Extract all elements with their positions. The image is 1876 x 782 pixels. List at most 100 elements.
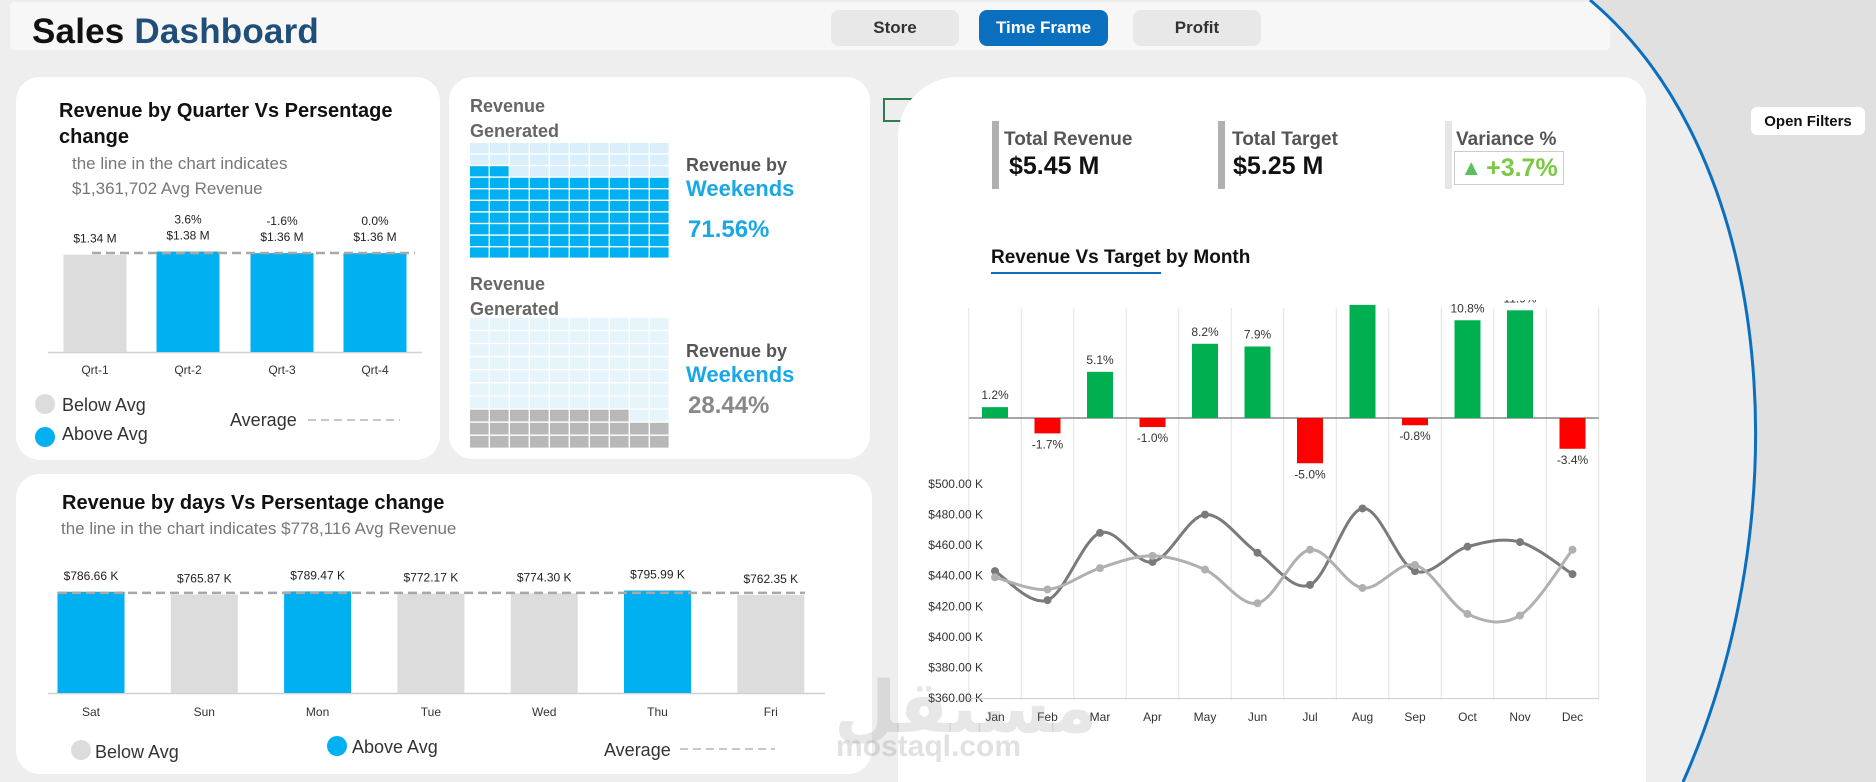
variance-bar: [1349, 304, 1376, 418]
waffle-cell: [630, 318, 649, 330]
x-tick-label: Sep: [1404, 710, 1426, 724]
waffle-cell: [650, 422, 669, 435]
x-tick-label: Aug: [1352, 710, 1373, 724]
series-point: [1306, 545, 1314, 554]
waffle-cell: [530, 212, 549, 223]
kpi-target-bar: [1218, 121, 1225, 189]
variance-bar: [1402, 418, 1428, 426]
waffle-cell: [610, 331, 629, 343]
waffle-cell: [530, 331, 549, 343]
waffle-cell: [470, 357, 489, 369]
tick-label: Qrt-4: [361, 363, 389, 377]
waffle-cell: [510, 235, 529, 246]
quarter-chart: $1.34 M Qrt-1 $1.38 M 3.6% Qrt-2 $1.36 M -1.6%…: [48, 213, 422, 377]
waffle-cell: [570, 154, 589, 165]
waffle-cell: [530, 143, 549, 154]
waffle-cell: [650, 318, 669, 330]
variance-bar: [1034, 418, 1061, 434]
waffle-cell: [610, 435, 629, 448]
waffle-cell: [590, 383, 609, 396]
waffle-cell: [530, 318, 549, 330]
waffle-cell: [610, 409, 629, 422]
waffle-cell: [510, 318, 529, 330]
waffle-cell: [550, 224, 569, 235]
legend-above-dot: [35, 427, 55, 447]
variance-label: -1.0%: [1137, 431, 1169, 445]
waffle-cell: [530, 409, 549, 422]
waffle-cell: [630, 409, 649, 422]
waffle-cell: [650, 435, 669, 448]
series-point: [1516, 538, 1524, 547]
waffle-cell: [570, 212, 589, 223]
pct-label: 3.6%: [174, 213, 202, 227]
waffle-cell: [550, 166, 569, 177]
tick-label: Fri: [764, 705, 778, 719]
variance-bar: [1192, 343, 1218, 418]
waffle-cell: [550, 143, 569, 154]
waffle-cell: [570, 396, 589, 409]
variance-bar: [1297, 418, 1323, 464]
waffle-cell: [630, 357, 649, 369]
waffle-cell: [550, 201, 569, 212]
waffle-cell: [490, 212, 509, 223]
tick-label: Thu: [647, 705, 668, 719]
weekend-pct: 71.56%: [688, 216, 770, 243]
tab-profit[interactable]: Profit: [1133, 10, 1261, 46]
value-label: $795.99 K: [630, 568, 685, 582]
waffle-cell: [550, 422, 569, 435]
y-tick-label: $420.00 K: [928, 599, 983, 613]
waffle-cell: [510, 396, 529, 409]
value-label: $774.30 K: [517, 570, 572, 584]
waffle-cell: [510, 357, 529, 369]
y-tick-label: $440.00 K: [928, 569, 983, 583]
pct-label: -1.6%: [266, 214, 298, 228]
waffle-cell: [610, 344, 629, 356]
variance-label: 7.9%: [1244, 328, 1272, 342]
waffle-cell: [470, 331, 489, 343]
legend-below-dot: [35, 394, 55, 414]
waffle-cell: [510, 247, 529, 258]
bar: [170, 594, 238, 693]
series-point: [1043, 585, 1052, 594]
rev-gen-label-bottom: Revenue Generated: [470, 274, 560, 319]
days-legend-average-line: [680, 748, 775, 750]
waffle-chart-weekends: [470, 143, 669, 258]
series-point: [1043, 596, 1052, 605]
kpi-variance-value: ▲ +3.7%: [1454, 151, 1564, 185]
waffle-cell: [590, 143, 609, 154]
x-tick-label: Feb: [1037, 710, 1058, 724]
waffle-cell: [610, 396, 629, 409]
open-filters-button[interactable]: Open Filters: [1751, 107, 1865, 135]
tab-store[interactable]: Store: [831, 10, 959, 46]
series-point: [1306, 580, 1314, 589]
series-point: [1463, 609, 1472, 618]
weekend-label-top: Revenue by Weekends: [686, 155, 795, 201]
waffle-cell: [610, 370, 629, 383]
waffle-cell: [650, 189, 669, 200]
y-tick-label: $460.00 K: [928, 538, 983, 552]
waffle-cell: [530, 224, 549, 235]
waffle-cell: [590, 422, 609, 435]
waffle-cell: [510, 212, 529, 223]
tick-label: Tue: [421, 705, 442, 719]
waffle-cell: [470, 422, 489, 435]
waffle-chart-other: [470, 318, 669, 448]
quarter-title-1: Revenue by Quarter Vs Persentage: [59, 100, 393, 122]
waffle-cell: [570, 370, 589, 383]
waffle-cell: [470, 143, 489, 154]
waffle-cell: [650, 224, 669, 235]
waffle-cell: [650, 409, 669, 422]
waffle-cell: [630, 247, 649, 258]
waffle-cell: [590, 166, 609, 177]
kpi-target-label: Total Target: [1232, 129, 1338, 150]
y-tick-label: $500.00 K: [928, 477, 983, 491]
waffle-cell: [570, 235, 589, 246]
waffle-cell: [650, 212, 669, 223]
tab-time-frame[interactable]: Time Frame: [979, 10, 1108, 46]
waffle-cell: [470, 189, 489, 200]
monthly-chart: 1.2%-1.7%5.1%-1.0%8.2%7.9%-5.0%12.5%-0.8…: [928, 300, 1600, 724]
waffle-cell: [550, 357, 569, 369]
waffle-cell: [630, 154, 649, 165]
waffle-cell: [490, 370, 509, 383]
